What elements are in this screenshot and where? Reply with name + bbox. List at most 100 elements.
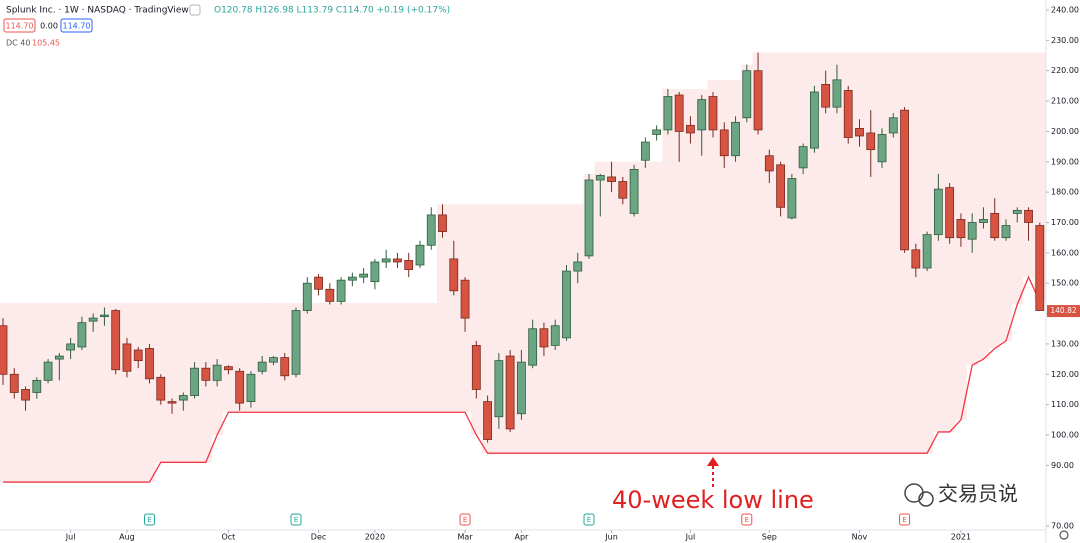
candle-body: [787, 178, 797, 219]
watermark-icon: [904, 483, 934, 507]
channel-band: [718, 79, 731, 454]
earnings-marker: [899, 513, 911, 526]
channel-band: [76, 302, 88, 483]
candle-body: [708, 96, 718, 131]
candle-body: [764, 155, 774, 172]
channel-band: [515, 204, 528, 454]
earnings-marker: [741, 513, 753, 526]
last-price-tag: [1047, 305, 1080, 318]
candle-body: [933, 188, 943, 236]
channel-band: [0, 302, 9, 483]
channel-band: [301, 302, 314, 413]
channel-band: [966, 52, 979, 366]
price-box: [60, 18, 93, 33]
candle-body: [855, 128, 864, 137]
candle-body: [742, 70, 752, 119]
earnings-marker: [144, 513, 156, 526]
candle-body: [629, 168, 639, 214]
candle-body: [381, 258, 391, 263]
candle-body: [0, 325, 8, 375]
channel-band: [1011, 52, 1024, 305]
x-tick-label: Dec: [311, 533, 326, 542]
candle-body: [528, 328, 538, 366]
channel-band: [594, 161, 607, 454]
y-tick-label: 180.00: [1051, 188, 1079, 197]
channel-band: [808, 52, 821, 454]
candle-body: [122, 343, 132, 372]
channel-band: [932, 52, 945, 432]
channel-band: [797, 52, 810, 454]
channel-band: [335, 302, 348, 413]
candle-body: [483, 401, 492, 440]
y-tick-label: 130.00: [1051, 339, 1079, 348]
channel-band: [673, 88, 686, 454]
candle-body: [404, 260, 414, 270]
x-tick-label: Nov: [852, 533, 868, 542]
indicator-value: 105.45: [32, 39, 60, 48]
candle-body: [460, 279, 470, 319]
candle-body: [336, 279, 346, 302]
candle-body: [302, 282, 312, 311]
annotation-arrowhead: [707, 457, 719, 466]
x-tick-label: Jun: [604, 533, 618, 542]
candle-body: [246, 373, 256, 402]
candle-body: [77, 322, 87, 348]
channel-band: [369, 302, 381, 413]
channel-band: [696, 88, 708, 454]
candle-body: [347, 276, 357, 281]
y-tick-label: 200.00: [1051, 127, 1079, 136]
candle-body: [618, 181, 628, 199]
candle-body: [877, 134, 887, 163]
channel-band: [820, 52, 832, 454]
channel-band: [1022, 52, 1035, 278]
candle-body: [449, 258, 459, 292]
y-tick-label: 150.00: [1051, 279, 1079, 288]
y-tick-label: 90.00: [1051, 461, 1074, 470]
candle-body: [945, 187, 955, 239]
channel-band: [166, 302, 178, 463]
ohlc-header: O120.78 H126.98 L113.79 C114.70 +0.19 (+…: [214, 6, 450, 16]
candle-body: [810, 91, 819, 149]
x-tick-label: Mar: [458, 533, 474, 542]
candle-body: [1012, 209, 1022, 214]
channel-band: [876, 52, 888, 454]
candle-body: [911, 249, 921, 269]
candle-body: [370, 261, 380, 283]
candle-body: [595, 175, 605, 181]
channel-band: [346, 302, 359, 413]
candle-body: [753, 70, 763, 131]
price-box-text: 114.70: [6, 22, 34, 31]
candle-body: [359, 273, 369, 278]
x-tick-label: Aug: [119, 533, 135, 542]
y-tick-label: 230.00: [1051, 36, 1079, 45]
channel-band: [774, 52, 787, 454]
y-tick-label: 240.00: [1051, 6, 1079, 15]
channel-band: [234, 302, 246, 413]
x-tick-label: Apr: [514, 533, 529, 542]
candle-body: [516, 361, 526, 415]
channel-band: [1034, 52, 1046, 302]
channel-band: [436, 204, 449, 413]
candle-body: [212, 364, 222, 381]
x-tick-label: Jul: [65, 533, 76, 542]
candle-body: [550, 325, 560, 346]
channel-band: [98, 302, 111, 483]
y-tick-label: 70.00: [1051, 522, 1074, 531]
header-icon: [189, 4, 201, 16]
channel-band: [504, 204, 517, 454]
candle-body: [471, 345, 481, 390]
channel-band: [403, 302, 415, 413]
watermark: 交易员说: [938, 482, 1018, 506]
candle-body: [1001, 225, 1011, 239]
channel-band: [684, 88, 697, 454]
candle-body: [956, 219, 966, 239]
earnings-marker: [290, 513, 302, 526]
candle-body: [584, 179, 594, 257]
candle-body: [697, 99, 707, 131]
earnings-label: E: [463, 516, 467, 524]
channel-band: [651, 161, 663, 454]
channel-band: [628, 161, 641, 454]
channel-band: [380, 302, 393, 413]
